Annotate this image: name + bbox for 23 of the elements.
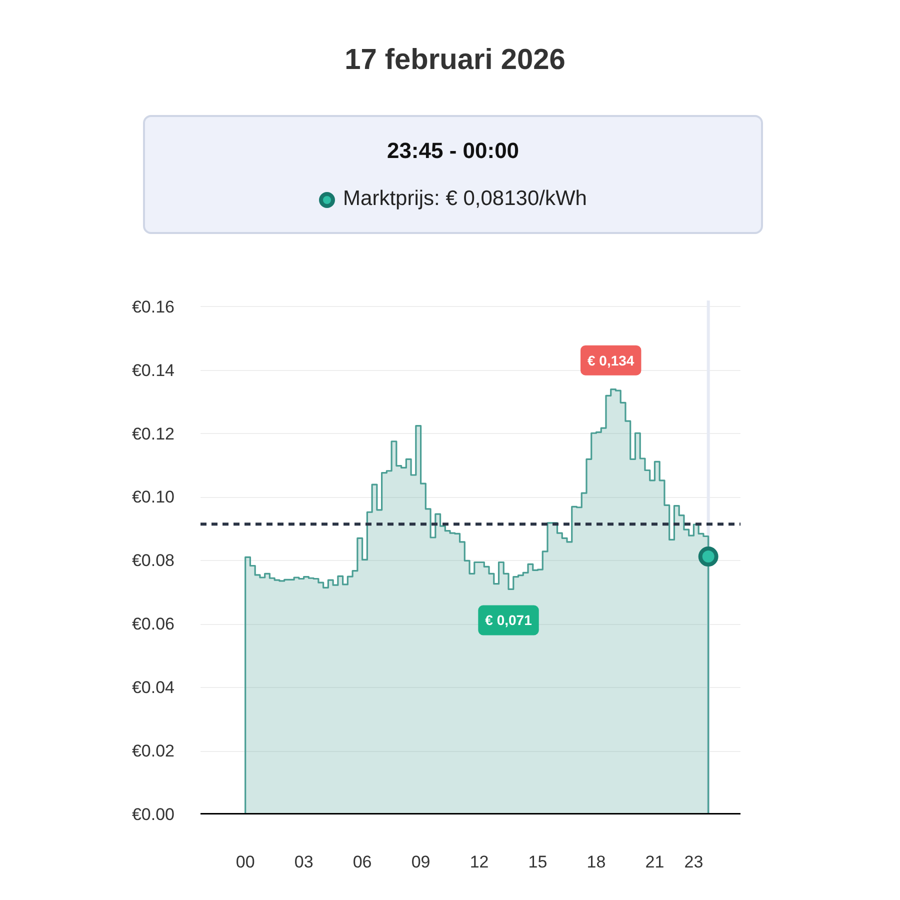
- x-tick-label: 06: [352, 852, 372, 872]
- y-tick-label: €0.14: [132, 360, 175, 380]
- annotation: € 0,071: [485, 612, 532, 628]
- annotation: € 0,134: [588, 352, 634, 368]
- x-tick-label: 21: [645, 852, 664, 872]
- y-tick-label: €0.12: [132, 424, 175, 444]
- y-tick-label: €0.00: [132, 805, 175, 824]
- x-tick-label: 03: [294, 852, 314, 872]
- text: Marktprijs: € 0,08130/kWh: [342, 186, 588, 212]
- x-tick-label: 18: [586, 852, 606, 872]
- y-tick-label: €0.02: [132, 742, 175, 761]
- x-tick-label: 23: [684, 852, 704, 872]
- x-tick-label: 00: [236, 852, 255, 872]
- y-tick-label: €0.10: [132, 488, 175, 507]
- y-tick-label: €0.06: [132, 614, 175, 634]
- y-tick-label: €0.04: [132, 678, 175, 698]
- x-tick-label: 15: [528, 852, 548, 872]
- chart-subtitle: 23:45 - 00:00: [386, 137, 520, 165]
- x-tick-label: 12: [470, 852, 489, 872]
- chart-title: 17 februari 2026: [344, 43, 566, 78]
- y-tick-label: €0.16: [132, 297, 175, 316]
- x-tick-label: 09: [411, 852, 430, 872]
- y-tick-label: €0.08: [132, 551, 175, 570]
